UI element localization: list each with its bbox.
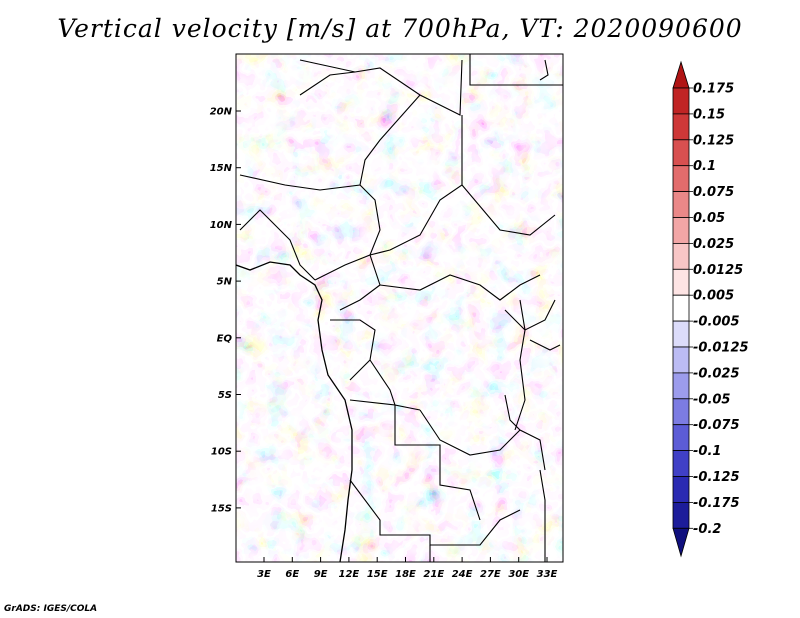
colorbar-segment (672, 139, 690, 167)
lon-tick-label: 15E (367, 569, 388, 580)
velocity-field (236, 54, 563, 562)
lat-tick-label: 10S (211, 447, 232, 458)
colorbar: 0.175 0.15 0.125 0.1 0.075 0.05 0.025 0.0125 0.0… (672, 60, 749, 558)
map-title: Vertical velocity [m/s] at 700hPa, VT: 2… (57, 14, 743, 43)
colorbar-segment (672, 87, 690, 115)
colorbar-label: -0.0125 (693, 341, 749, 356)
colorbar-segment (672, 165, 690, 192)
lat-tick-label: 15S (211, 503, 232, 514)
lat-tick-label: EQ (217, 333, 233, 344)
colorbar-segment (672, 217, 690, 244)
lat-tick-label: 5N (217, 277, 233, 288)
lat-tick-label: 20N (210, 107, 233, 118)
map-frame (235, 53, 564, 563)
lon-tick-label: 24E (452, 569, 473, 580)
lon-tick-label: 21E (423, 569, 444, 580)
lon-tick-label: 18E (395, 569, 416, 580)
colorbar-label: -0.175 (693, 496, 740, 511)
lon-tick-label: 27E (480, 569, 501, 580)
colorbar-label: -0.005 (693, 315, 740, 330)
colorbar-segment (672, 60, 690, 89)
colorbar-label: -0.1 (693, 444, 721, 459)
lon-tick-label: 12E (339, 569, 360, 580)
colorbar-label: -0.025 (693, 366, 740, 381)
lon-tick-label: 30E (508, 569, 529, 580)
colorbar-segment (672, 320, 690, 348)
lat-tick-label: 10N (210, 220, 233, 231)
colorbar-segment (672, 424, 690, 452)
colorbar-label: -0.2 (693, 522, 721, 537)
colorbar-segment (672, 268, 690, 296)
colorbar-segment (672, 501, 690, 529)
colorbar-label: 0.1 (693, 159, 716, 174)
colorbar-label: 0.075 (693, 185, 734, 200)
colorbar-label: 0.15 (693, 107, 725, 122)
colorbar-segment (672, 398, 690, 426)
colorbar-label: 0.125 (693, 133, 734, 148)
colorbar-segment (672, 113, 690, 141)
coastline (236, 261, 353, 562)
colorbar-label: 0.05 (693, 211, 725, 226)
colorbar-label: -0.075 (693, 418, 740, 433)
colorbar-label: 0.005 (693, 289, 734, 304)
country-borders (239, 54, 563, 562)
colorbar-segment (672, 476, 690, 503)
colorbar-label: -0.125 (693, 470, 740, 485)
lat-tick-label: 5S (218, 390, 232, 401)
colorbar-segment (672, 346, 690, 374)
lon-tick-label: 9E (314, 569, 328, 580)
colorbar-label: 0.0125 (693, 263, 743, 278)
colorbar-segment (672, 372, 690, 400)
grads-credit: GrADS: IGES/COLA (4, 604, 98, 614)
longitude-axis: 3E 6E 9E 12E 15E 18E 21E 24E 27E 30E 33E (257, 557, 558, 580)
lon-tick-label: 6E (285, 569, 299, 580)
colorbar-label: 0.175 (693, 82, 734, 97)
colorbar-segment (672, 242, 690, 270)
lon-tick-label: 33E (537, 569, 558, 580)
colorbar-segment (672, 450, 690, 477)
colorbar-label: 0.025 (693, 237, 734, 252)
colorbar-segment (672, 191, 690, 218)
colorbar-label: -0.05 (693, 392, 730, 407)
colorbar-segment (672, 527, 690, 558)
lon-tick-label: 3E (257, 569, 271, 580)
lat-tick-label: 15N (210, 163, 233, 174)
colorbar-segment (672, 294, 690, 322)
latitude-axis: 20N 15N 10N 5N EQ 5S 10S 15S (210, 107, 241, 514)
